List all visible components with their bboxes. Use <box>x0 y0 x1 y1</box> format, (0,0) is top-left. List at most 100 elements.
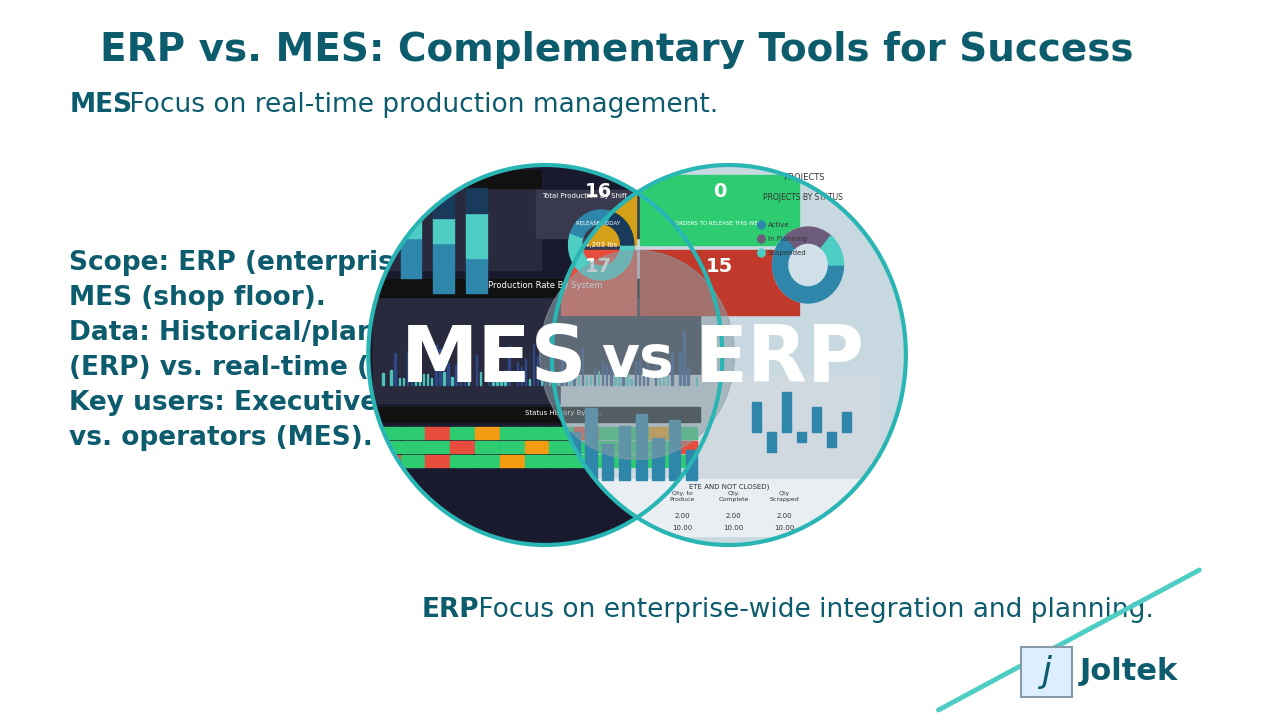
Wedge shape <box>785 227 831 248</box>
Text: 15: 15 <box>705 257 733 276</box>
Circle shape <box>369 165 722 545</box>
Text: vs. operators (MES).: vs. operators (MES). <box>69 425 372 451</box>
Bar <box>646 356 648 385</box>
Text: 10.00: 10.00 <box>672 526 692 531</box>
Text: 17: 17 <box>585 257 612 276</box>
Bar <box>626 374 627 385</box>
Bar <box>383 373 384 385</box>
Bar <box>425 427 449 439</box>
Text: vs: vs <box>600 331 673 389</box>
Text: ETE AND NOT CLOSED): ETE AND NOT CLOSED) <box>689 484 769 490</box>
Bar <box>447 363 449 385</box>
Bar <box>673 427 698 439</box>
Bar <box>581 348 582 385</box>
Bar <box>476 354 477 385</box>
Bar <box>499 441 524 453</box>
Bar <box>599 441 623 453</box>
Bar <box>508 346 509 385</box>
Bar <box>525 441 548 453</box>
Bar <box>631 379 632 385</box>
Bar <box>467 379 468 385</box>
Text: MES: MES <box>401 322 588 398</box>
Bar <box>403 378 404 385</box>
Text: Active: Active <box>768 222 790 228</box>
Text: ERP: ERP <box>421 597 479 623</box>
Bar <box>372 408 700 422</box>
Bar <box>532 344 534 385</box>
Bar <box>649 455 672 467</box>
Bar <box>561 175 636 245</box>
Bar <box>466 213 486 258</box>
Bar <box>602 444 613 480</box>
Bar <box>390 370 392 385</box>
Bar <box>561 250 636 315</box>
Bar <box>623 427 648 439</box>
Bar <box>452 377 453 385</box>
Bar <box>401 238 421 278</box>
Bar <box>599 427 623 439</box>
Bar <box>428 374 429 385</box>
Bar <box>466 188 486 213</box>
Bar <box>590 375 591 385</box>
Bar <box>671 352 672 385</box>
Bar <box>618 377 620 385</box>
Bar <box>673 441 698 453</box>
Bar <box>415 374 416 385</box>
Bar <box>401 455 425 467</box>
Bar <box>492 376 494 385</box>
Wedge shape <box>608 212 634 245</box>
Bar <box>561 479 879 536</box>
Bar <box>549 427 573 439</box>
Text: 4,203 lbs: 4,203 lbs <box>585 242 617 248</box>
Bar <box>499 455 524 467</box>
Bar <box>398 378 399 385</box>
Bar <box>570 374 571 385</box>
Text: Qty. to
Produce: Qty. to Produce <box>669 491 695 502</box>
Bar <box>598 371 599 385</box>
Bar <box>431 378 433 385</box>
Bar <box>639 359 640 385</box>
Bar <box>594 369 595 385</box>
Bar <box>525 427 548 439</box>
Wedge shape <box>822 236 844 265</box>
Bar <box>667 376 668 385</box>
Bar <box>577 376 579 385</box>
Text: 10.00: 10.00 <box>774 526 795 531</box>
Bar <box>372 170 540 188</box>
Bar <box>536 356 539 385</box>
Bar <box>451 455 474 467</box>
Text: Total Production By Shift: Total Production By Shift <box>541 193 627 199</box>
Bar <box>401 427 425 439</box>
Bar <box>614 377 616 385</box>
Text: Data: Historical/planning: Data: Historical/planning <box>69 320 442 346</box>
Wedge shape <box>568 233 634 280</box>
Bar <box>602 362 603 385</box>
Bar <box>401 208 421 238</box>
Bar <box>376 427 399 439</box>
Bar <box>488 360 489 385</box>
Bar <box>686 449 698 480</box>
Text: RELEASE TODAY: RELEASE TODAY <box>576 221 621 226</box>
Bar <box>687 366 689 385</box>
Bar <box>372 279 700 402</box>
Bar <box>401 441 425 453</box>
Bar <box>435 345 436 385</box>
Bar <box>497 371 498 385</box>
FancyBboxPatch shape <box>1021 647 1071 697</box>
Bar <box>680 351 681 385</box>
Bar <box>841 412 851 432</box>
Bar <box>394 353 396 385</box>
Bar <box>599 455 623 467</box>
Bar <box>401 188 421 208</box>
Bar <box>561 375 791 480</box>
Bar <box>525 455 548 467</box>
Bar <box>568 431 580 480</box>
Bar <box>475 441 499 453</box>
Bar <box>640 250 799 315</box>
Bar <box>466 258 486 293</box>
Bar <box>827 432 836 447</box>
Bar <box>521 366 522 385</box>
Bar <box>549 379 550 385</box>
Bar <box>575 441 598 453</box>
Circle shape <box>758 221 765 229</box>
